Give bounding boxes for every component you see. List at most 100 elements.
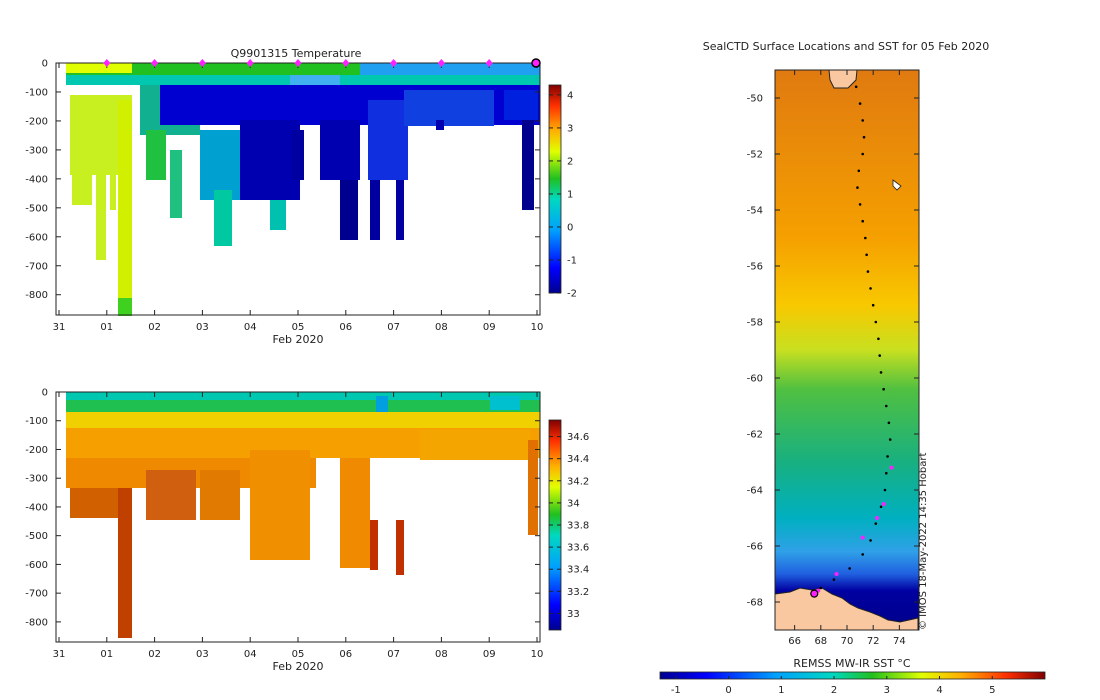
sal-deep-column [370, 520, 378, 570]
sal-mid-block [420, 430, 530, 460]
lat-tick-label: -52 [747, 150, 763, 161]
colorbar-tick-label: 34.6 [567, 432, 589, 443]
temp-warm-column [72, 175, 92, 205]
salinity-colorbar: 33 33.2 33.4 33.6 33.8 34 34.2 34.4 34.6 [548, 419, 589, 631]
sal-surface-band [66, 392, 540, 400]
sal-deep-block [146, 470, 196, 520]
profile-marker [246, 59, 254, 67]
sal-deep-block [200, 470, 240, 520]
small-island [892, 179, 902, 191]
lat-tick-label: -64 [747, 486, 763, 497]
sal-fresh-patch [490, 396, 520, 410]
x-tick-label: 09 [483, 322, 496, 333]
colorbar-tick-label: 33.6 [567, 543, 589, 554]
profile-marker [198, 59, 206, 67]
colorbar-tick-label: 5 [989, 685, 995, 696]
x-tick-label: 05 [292, 649, 305, 660]
x-tick-label: 09 [483, 649, 496, 660]
sal-deepest-column [118, 488, 132, 638]
colorbar-tick-label: 33.2 [567, 587, 589, 598]
track-point [854, 85, 858, 89]
colorbar-tick-label: 3 [567, 123, 573, 134]
temp-deepest [118, 298, 132, 316]
x-tick-label: 01 [100, 322, 113, 333]
track-point [887, 421, 891, 425]
y-tick-label: -300 [25, 145, 48, 156]
x-tick-label: 06 [339, 322, 352, 333]
colorbar-tick-label: 0 [725, 685, 731, 696]
x-tick-label: 06 [339, 649, 352, 660]
profile-marker [294, 59, 302, 67]
x-axis-label: Feb 2020 [273, 660, 324, 673]
profile-location [860, 535, 865, 540]
seal-track [810, 85, 894, 598]
y-tick-label: -400 [25, 502, 48, 513]
colorbar-ramp [548, 84, 562, 294]
salinity-panel: 0 -100 -200 -300 -400 -500 -600 -700 -800 31 01 02 0… [25, 388, 589, 674]
y-tick-label: -500 [25, 203, 48, 214]
track-point [858, 203, 862, 206]
colorbar-tick-label: 1 [778, 685, 784, 696]
x-tick-label: 02 [148, 322, 161, 333]
lat-tick-label: -66 [747, 542, 763, 553]
temp-cold-column [396, 180, 404, 240]
colorbar-ramp [659, 671, 1046, 680]
temp-warm-column [96, 150, 106, 260]
colorbar-tick-label: 2 [831, 685, 837, 696]
y-tick-label: -200 [25, 445, 48, 456]
temp-cold-block [404, 90, 494, 126]
temperature-colorbar: -2 -1 0 1 2 3 4 [548, 84, 577, 300]
x-tick-label: 31 [53, 322, 66, 333]
track-point [884, 471, 888, 475]
track-point [848, 567, 851, 570]
lat-tick-label: -60 [747, 374, 763, 385]
x-tick-label: 10 [531, 649, 544, 660]
colorbar-tick-label: 4 [567, 90, 573, 101]
colorbar-tick-label: 33.8 [567, 521, 589, 532]
temp-deep-column [522, 120, 534, 210]
x-tick-label: 04 [244, 649, 257, 660]
temp-mid-column [170, 150, 182, 218]
lat-tick-label: -50 [747, 94, 763, 105]
track-point [879, 505, 883, 509]
track-point [869, 539, 872, 542]
y-tick-label: -200 [25, 116, 48, 127]
lat-tick-label: -56 [747, 262, 763, 273]
profile-location [881, 502, 886, 506]
track-point [882, 387, 885, 391]
y-tick-label: -300 [25, 474, 48, 485]
x-tick-label: 01 [100, 649, 113, 660]
track-point [864, 236, 867, 240]
track-point [858, 102, 862, 105]
temp-mid-column [214, 190, 232, 246]
track-point [856, 186, 859, 189]
sal-deep-block [250, 450, 310, 560]
sal-deep-block [340, 458, 370, 568]
temp-warm-column [110, 140, 116, 210]
temp-cold-block [504, 90, 538, 120]
sst-colorbar-label: REMSS MW-IR SST °C [793, 657, 911, 670]
profile-marker [485, 59, 493, 67]
y-tick-label: -100 [25, 87, 48, 98]
y-tick-label: 0 [42, 388, 48, 399]
x-tick-label: 10 [531, 322, 544, 333]
y-tick-label: -600 [25, 232, 48, 243]
temp-warm-deep [118, 100, 132, 300]
latest-location [810, 589, 819, 598]
lon-tick-label: 72 [867, 636, 880, 647]
track-point [861, 119, 865, 122]
map-panel: SealCTD Surface Locations and SST for 05… [659, 40, 1046, 696]
y-tick-label: -100 [25, 416, 48, 427]
y-tick-label: -400 [25, 174, 48, 185]
track-point [862, 135, 866, 139]
lon-tick-label: 66 [788, 636, 801, 647]
profile-location [875, 516, 880, 520]
profile-marker [342, 59, 350, 67]
profile-marker [103, 59, 111, 67]
colorbar-tick-label: -1 [567, 255, 577, 266]
y-tick-label: 0 [42, 59, 48, 70]
colorbar-tick-label: 34 [567, 498, 580, 509]
temperature-data-layer [66, 63, 540, 316]
antarctic-coast [774, 587, 919, 631]
